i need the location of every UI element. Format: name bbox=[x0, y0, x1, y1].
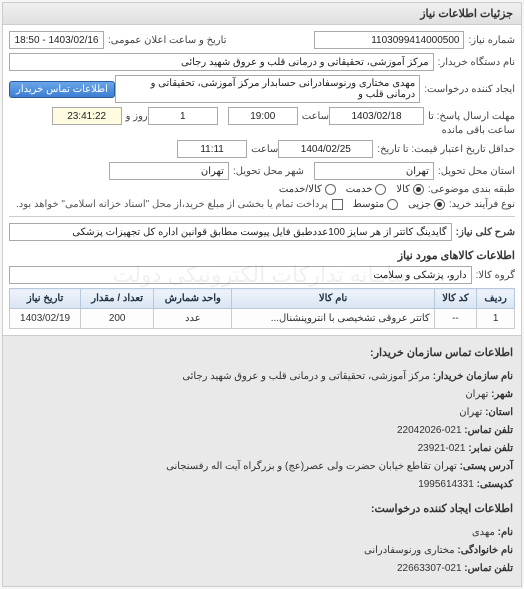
packaging-group: کالا خدمت کالا/خدمت bbox=[279, 184, 424, 195]
goods-section-title: اطلاعات کالاهای مورد نیاز bbox=[9, 249, 515, 262]
delivery-city-label: شهر محل تحویل: bbox=[233, 166, 304, 177]
radio-goods[interactable] bbox=[413, 184, 424, 195]
buyer-org-label: نام دستگاه خریدار: bbox=[438, 57, 515, 68]
group-field: دارو، پزشکی و سلامت bbox=[9, 266, 472, 284]
cell-date: 1403/02/19 bbox=[10, 309, 81, 329]
validity-label: حداقل تاریخ اعتبار قیمت: تا تاریخ: bbox=[377, 144, 515, 155]
family-label: نام خانوادگی: bbox=[457, 545, 513, 556]
delivery-state-label: استان محل تحویل: bbox=[438, 166, 515, 177]
cell-row: 1 bbox=[477, 309, 515, 329]
cell-qty: 200 bbox=[81, 309, 154, 329]
goods-table: ردیف کد کالا نام کالا واحد شمارش تعداد /… bbox=[9, 288, 515, 329]
col-date: تاریخ نیاز bbox=[10, 289, 81, 309]
address-label: آدرس پستی: bbox=[460, 461, 513, 472]
pkg-goods-label: کالا bbox=[396, 184, 410, 195]
contact-header-1: اطلاعات تماس سازمان خریدار: bbox=[11, 344, 513, 364]
fax-value: 021-23921 bbox=[418, 443, 466, 454]
panel-title: جزئیات اطلاعات نیاز bbox=[3, 3, 521, 25]
buy-type-label: نوع فرآیند خرید: bbox=[449, 199, 515, 210]
countdown-tail: ساعت باقی مانده bbox=[442, 125, 515, 136]
rphone-value: 021-22663307 bbox=[397, 563, 462, 574]
col-name: نام کالا bbox=[232, 289, 434, 309]
days-left: 1 bbox=[148, 107, 218, 125]
table-row[interactable]: 1 -- کاتتر عروقی تشخیصی با انتروپنشنال..… bbox=[10, 309, 515, 329]
postal-value: 1995614331 bbox=[418, 479, 474, 490]
requester-field: مهدی مختاری ورنوسفادرانی حسابدار مرکز آم… bbox=[115, 75, 420, 103]
packaging-label: طبقه بندی موضوعی: bbox=[428, 184, 515, 195]
contact-button[interactable]: اطلاعات تماس خریدار bbox=[9, 81, 115, 98]
fax-label: تلفن نمابر: bbox=[468, 443, 513, 454]
postal-label: کدپستی: bbox=[477, 479, 513, 490]
col-row: ردیف bbox=[477, 289, 515, 309]
cell-code: -- bbox=[434, 309, 477, 329]
name-value: مهدی bbox=[472, 527, 495, 538]
need-title: گایدینگ کاتتر از هر سایز 100عددطبق فایل … bbox=[9, 223, 452, 241]
treasury-checkbox[interactable] bbox=[332, 199, 343, 210]
time-label-1: ساعت bbox=[302, 111, 329, 122]
group-label: گروه کالا: bbox=[476, 270, 515, 281]
rphone-label: تلفن تماس: bbox=[464, 563, 513, 574]
countdown: 23:41:22 bbox=[52, 107, 122, 125]
time-label-2: ساعت bbox=[251, 144, 278, 155]
cell-unit: عدد bbox=[154, 309, 232, 329]
pkg-both-label: کالا/خدمت bbox=[279, 184, 322, 195]
state-label: استان: bbox=[485, 407, 513, 418]
radio-minor[interactable] bbox=[434, 199, 445, 210]
radio-mid[interactable] bbox=[387, 199, 398, 210]
need-no-field: 1103099414000500 bbox=[314, 31, 464, 49]
city-label: شهر: bbox=[491, 389, 513, 400]
phone-label: تلفن تماس: bbox=[464, 425, 513, 436]
buyer-org-field: مرکز آموزشی، تحقیقاتی و درمانی قلب و عرو… bbox=[9, 53, 434, 71]
announce-label: تاریخ و ساعت اعلان عمومی: bbox=[108, 35, 227, 46]
contact-panel: اطلاعات تماس سازمان خریدار: نام سازمان خ… bbox=[3, 335, 521, 586]
org-value: مرکز آموزشی، تحقیقاتی و درمانی قلب و عرو… bbox=[182, 371, 430, 382]
radio-service[interactable] bbox=[375, 184, 386, 195]
deadline-time: 19:00 bbox=[228, 107, 298, 125]
delivery-city: تهران bbox=[109, 162, 229, 180]
address-value: تهران تقاطع خیابان حضرت ولی عصر(عج) و بز… bbox=[166, 461, 457, 472]
need-no-label: شماره نیاز: bbox=[468, 35, 515, 46]
days-unit: روز و bbox=[126, 111, 148, 122]
pkg-service-label: خدمت bbox=[346, 184, 373, 195]
buy-note: پرداخت تمام یا بخشی از مبلغ خرید،از محل … bbox=[16, 199, 328, 210]
cell-name: کاتتر عروقی تشخیصی با انتروپنشنال... bbox=[232, 309, 434, 329]
delivery-state: تهران bbox=[314, 162, 434, 180]
city-value: تهران bbox=[465, 389, 488, 400]
phone-value: 021-22042026 bbox=[397, 425, 462, 436]
buy-type-group: جزیی متوسط bbox=[353, 199, 445, 210]
validity-date: 1404/02/25 bbox=[278, 140, 373, 158]
deadline-date: 1403/02/18 bbox=[329, 107, 424, 125]
col-code: کد کالا bbox=[434, 289, 477, 309]
need-title-label: شرح کلی نیاز: bbox=[456, 227, 515, 238]
buy-minor-label: جزیی bbox=[408, 199, 431, 210]
radio-both[interactable] bbox=[325, 184, 336, 195]
org-label: نام سازمان خریدار: bbox=[433, 371, 513, 382]
name-label: نام: bbox=[498, 527, 513, 538]
state-value: تهران bbox=[459, 407, 482, 418]
deadline-label: مهلت ارسال پاسخ: تا bbox=[428, 111, 515, 122]
col-qty: تعداد / مقدار bbox=[81, 289, 154, 309]
buy-mid-label: متوسط bbox=[353, 199, 384, 210]
family-value: مختاری ورنوسفادرانی bbox=[364, 545, 455, 556]
requester-label: ایجاد کننده درخواست: bbox=[424, 84, 515, 95]
validity-time: 11:11 bbox=[177, 140, 247, 158]
col-unit: واحد شمارش bbox=[154, 289, 232, 309]
announce-field: 1403/02/16 - 18:50 bbox=[9, 31, 104, 49]
contact-header-2: اطلاعات ایجاد کننده درخواست: bbox=[11, 500, 513, 520]
